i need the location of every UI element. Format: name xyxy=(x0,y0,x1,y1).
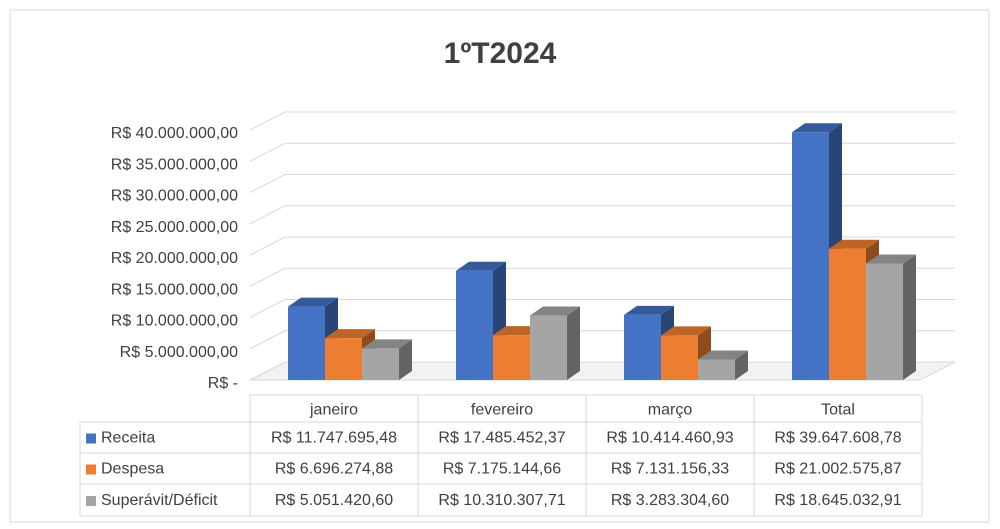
legend-label: Despesa xyxy=(101,461,164,478)
category-label: Total xyxy=(821,402,855,419)
bar-front xyxy=(362,348,399,380)
category-label: janeiro xyxy=(309,402,358,419)
bar-top xyxy=(698,350,748,360)
bar-top xyxy=(288,297,338,307)
bar-front xyxy=(792,132,829,380)
grid-line xyxy=(249,174,955,193)
grid-line xyxy=(249,330,955,350)
category-label: março xyxy=(648,402,693,419)
bar-front xyxy=(698,359,735,380)
table-value: R$ 10.310.307,71 xyxy=(438,492,565,509)
table-value: R$ 7.175.144,66 xyxy=(443,461,561,478)
y-tick-label: R$ - xyxy=(208,375,238,392)
legend-key xyxy=(86,464,96,475)
grid-line xyxy=(249,267,955,287)
table-value: R$ 5.051.420,60 xyxy=(275,492,393,509)
category-label: fevereiro xyxy=(471,402,533,419)
grid-line xyxy=(249,205,955,225)
legend-label: Receita xyxy=(101,430,155,447)
bar-side xyxy=(567,306,580,380)
bar-top xyxy=(661,326,711,336)
grid-line xyxy=(249,236,955,256)
bar-side xyxy=(399,339,412,380)
bar-top xyxy=(829,239,879,249)
legend-label: Superávit/Déficit xyxy=(101,492,218,509)
table-value: R$ 11.747.695,48 xyxy=(271,430,397,447)
table-value: R$ 7.131.156,33 xyxy=(611,461,729,478)
y-tick-label: R$ 10.000.000,00 xyxy=(111,313,238,330)
bar-top xyxy=(456,261,506,271)
table-value: R$ 18.645.032,91 xyxy=(774,492,901,509)
table-value: R$ 39.647.608,78 xyxy=(774,430,901,447)
bar-top xyxy=(530,306,580,316)
bar-front xyxy=(288,306,325,380)
bar-front xyxy=(530,315,567,380)
y-tick-label: R$ 5.000.000,00 xyxy=(120,344,238,361)
bar-front xyxy=(829,248,866,380)
bar-front xyxy=(325,338,362,380)
table-value: R$ 21.002.575,87 xyxy=(774,461,901,478)
y-tick-label: R$ 30.000.000,00 xyxy=(111,188,238,205)
grid-line xyxy=(249,142,955,162)
chart-title: 1ºT2024 xyxy=(444,37,557,70)
bar-side xyxy=(735,350,748,380)
bar-top xyxy=(624,305,674,315)
y-tick-label: R$ 20.000.000,00 xyxy=(111,250,238,267)
y-tick-label: R$ 40.000.000,00 xyxy=(111,125,238,142)
grid-line xyxy=(249,111,955,131)
table-value: R$ 6.696.274,88 xyxy=(275,461,393,478)
bar xyxy=(362,339,412,380)
bar-top xyxy=(792,123,842,133)
table-value: R$ 3.283.304,60 xyxy=(611,492,729,509)
bar-front xyxy=(456,270,493,380)
legend-key xyxy=(86,496,96,506)
bar-top xyxy=(362,339,412,349)
bar-top xyxy=(325,329,375,339)
bar xyxy=(530,306,580,380)
bar-side xyxy=(903,254,916,380)
table-value: R$ 10.414.460,93 xyxy=(606,430,733,447)
y-tick-label: R$ 15.000.000,00 xyxy=(111,281,238,298)
y-tick-label: R$ 35.000.000,00 xyxy=(111,156,238,173)
bar-front xyxy=(661,335,698,380)
bar-front xyxy=(866,263,903,380)
bar-top xyxy=(866,254,916,264)
bar xyxy=(866,254,916,380)
grid-line xyxy=(249,299,955,318)
y-tick-label: R$ 25.000.000,00 xyxy=(111,219,238,236)
table-value: R$ 17.485.452,37 xyxy=(438,430,565,447)
legend-key xyxy=(86,433,96,444)
bar xyxy=(698,350,748,380)
bar-front xyxy=(624,314,661,380)
bar-front xyxy=(493,335,530,380)
